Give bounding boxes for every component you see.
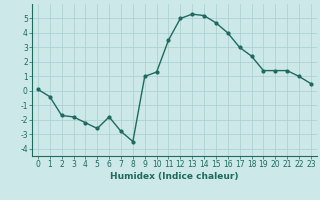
X-axis label: Humidex (Indice chaleur): Humidex (Indice chaleur) — [110, 172, 239, 181]
